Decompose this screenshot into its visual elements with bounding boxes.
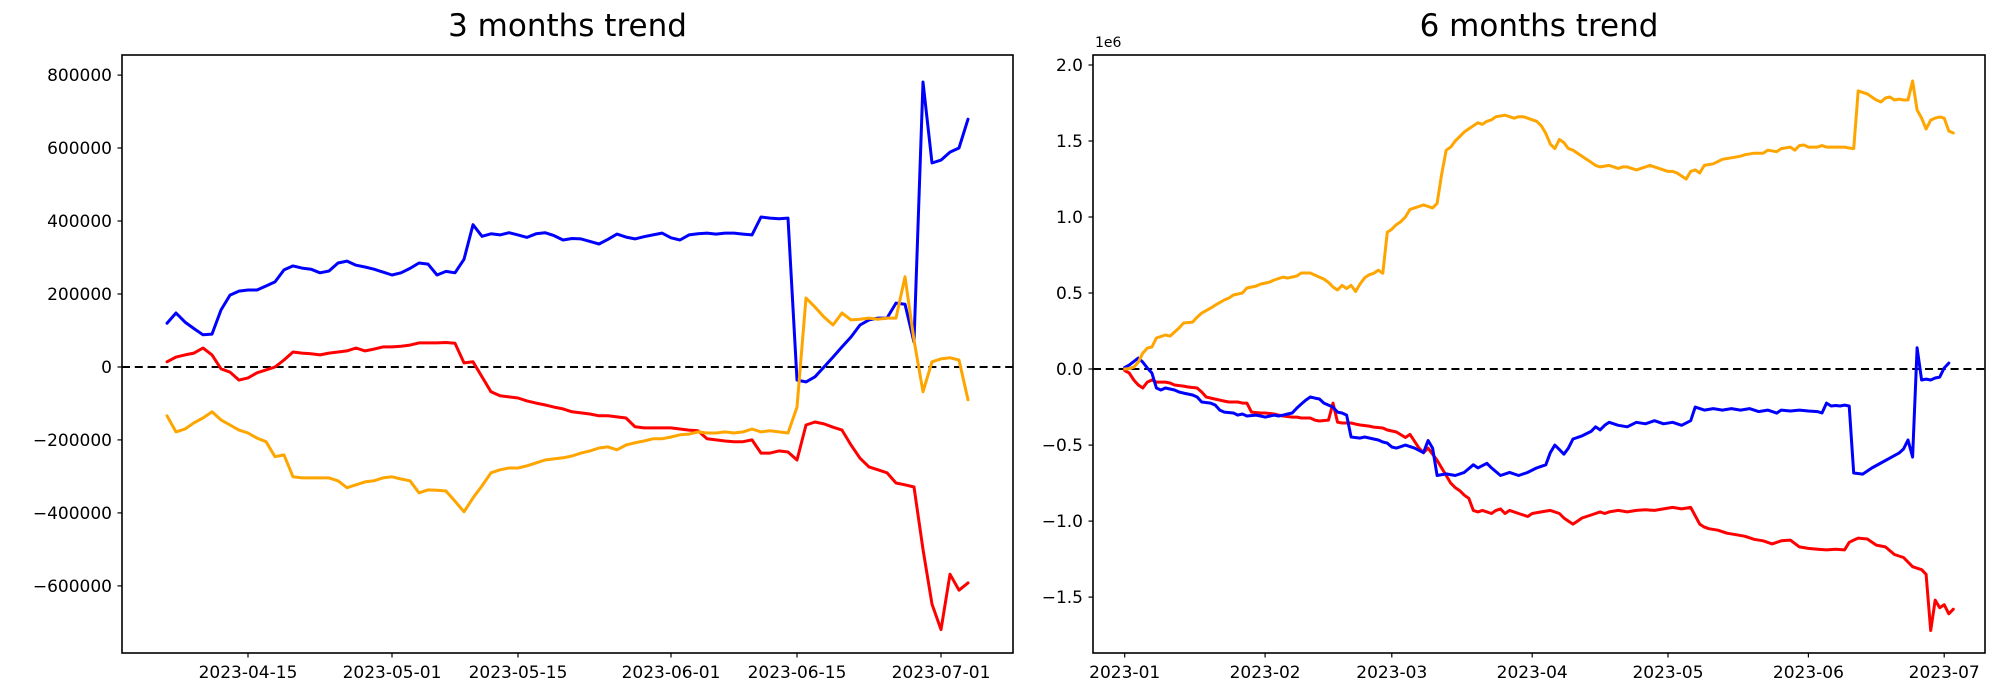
line-series-blue-line — [1123, 346, 1951, 477]
x-tick-label: 2023-07 — [1909, 663, 1980, 683]
x-tick-label: 2023-05-01 — [343, 663, 442, 683]
x-tick-label: 2023-03 — [1356, 663, 1427, 683]
chart-title: 6 months trend — [1420, 8, 1659, 44]
y-tick-label: 0.0 — [1056, 360, 1083, 380]
y-tick-label: 0.5 — [1056, 284, 1083, 304]
line-series-orange-line — [165, 275, 970, 514]
y-tick-label: 800000 — [47, 66, 112, 86]
y-tick-label: 200000 — [47, 285, 112, 305]
y-tick-label: 600000 — [47, 139, 112, 159]
y-tick-label: 400000 — [47, 212, 112, 232]
y-tick-label: 2.0 — [1056, 56, 1083, 76]
line-series-blue-line — [165, 80, 970, 384]
x-tick-label: 2023-02 — [1230, 663, 1301, 683]
chart-3-months-trend: 2023-04-15 2023-05-01 2023-05-15 2023-06-01… — [33, 8, 1014, 683]
x-tick-label: 2023-06-01 — [622, 663, 721, 683]
x-tick-label: 2023-05-15 — [469, 663, 568, 683]
line-series-red-line — [165, 341, 970, 632]
line-series-orange-line — [1123, 79, 1955, 371]
y-tick-label: −600000 — [33, 577, 112, 597]
y-tick-label: −1.5 — [1042, 588, 1083, 608]
y-tick-label: −0.5 — [1042, 436, 1083, 456]
y-tick-label: 1.0 — [1056, 208, 1083, 228]
y-tick-label: −200000 — [33, 431, 112, 451]
y-tick-label: −1.0 — [1042, 512, 1083, 532]
x-tick-label: 2023-07-01 — [892, 663, 991, 683]
plot-border — [121, 54, 1014, 654]
y-tick-label: 1.5 — [1056, 132, 1083, 152]
x-tick-label: 2023-04-15 — [199, 663, 298, 683]
line-series-red-line — [1123, 369, 1955, 632]
y-tick-label: −400000 — [33, 504, 112, 524]
chart-title: 3 months trend — [448, 8, 687, 44]
x-tick-label: 2023-06 — [1773, 663, 1844, 683]
y-tick-label: 0 — [101, 358, 112, 378]
chart-6-months-trend: 2023-01 2023-02 2023-03 2023-04 2023-05 2023-… — [1042, 8, 1986, 683]
x-tick-label: 2023-01 — [1089, 663, 1160, 683]
y-axis-offset-label: 1e6 — [1095, 35, 1122, 51]
x-tick-label: 2023-06-15 — [748, 663, 847, 683]
x-tick-label: 2023-04 — [1497, 663, 1568, 683]
x-tick-label: 2023-05 — [1632, 663, 1703, 683]
plot-border — [1092, 54, 1986, 654]
